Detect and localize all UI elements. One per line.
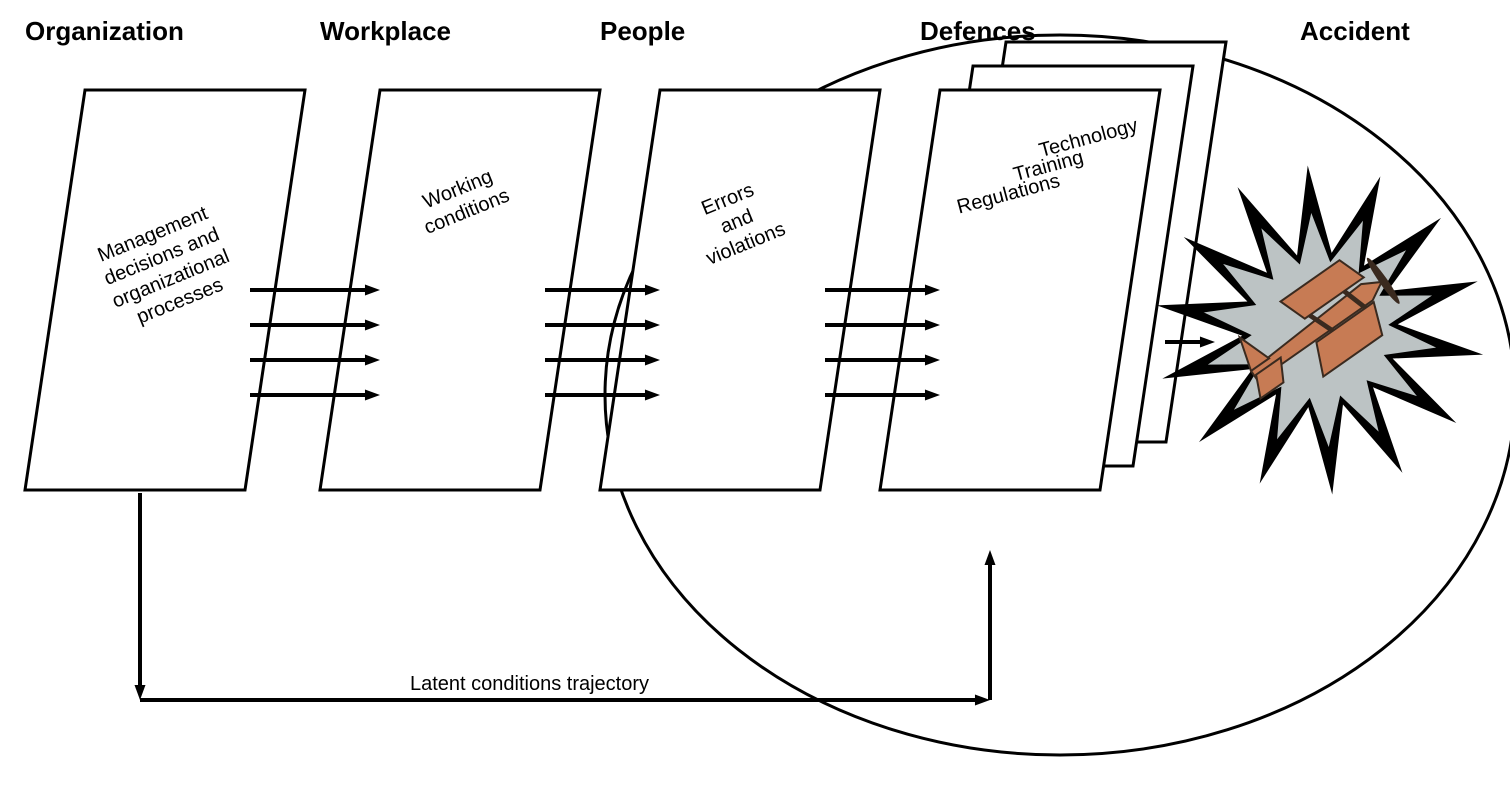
diagram-root: Organization Workplace People Defences A…: [0, 0, 1510, 798]
heading-people: People: [600, 16, 685, 46]
heading-accident: Accident: [1300, 16, 1410, 46]
accident-icon: [1157, 165, 1483, 494]
heading-organization: Organization: [25, 16, 184, 46]
heading-workplace: Workplace: [320, 16, 451, 46]
latent-label: Latent conditions trajectory: [410, 673, 649, 695]
